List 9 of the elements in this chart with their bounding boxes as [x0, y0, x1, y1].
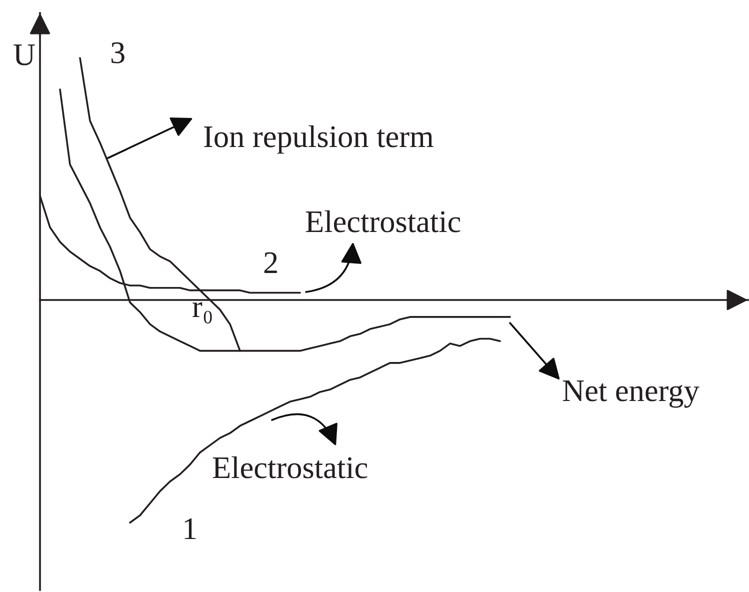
series-label: 3: [111, 42, 124, 64]
y-axis-title: U: [14, 44, 35, 66]
series-label: 1: [184, 518, 196, 539]
series-label: 2: [264, 252, 277, 273]
annotation: Ion repulsion term: [204, 125, 434, 154]
annotation: Net energy: [562, 380, 700, 408]
annotation: Electrostatic: [212, 456, 368, 478]
annotation: Electrostatic: [306, 210, 460, 232]
annotation: r₀: [192, 302, 212, 324]
